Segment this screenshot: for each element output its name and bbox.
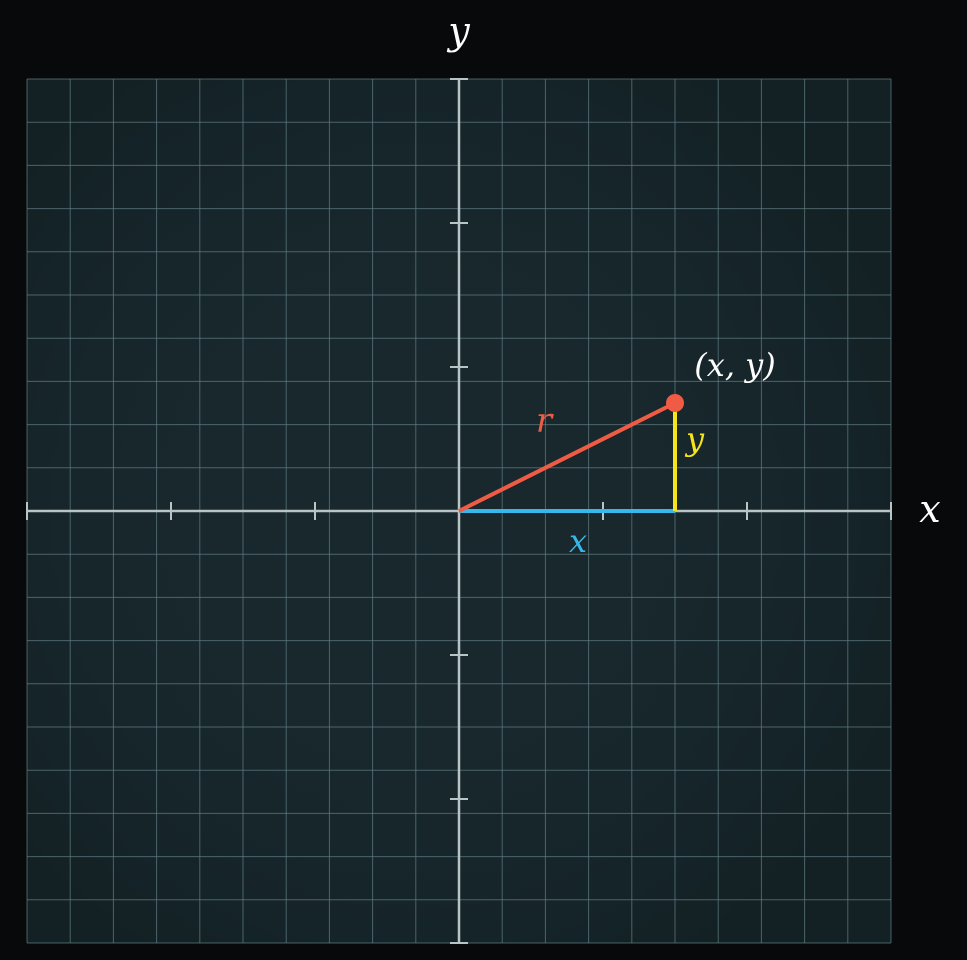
radius-segment [458,401,676,513]
point-marker [666,394,684,412]
point-label: (x, y) [694,346,775,384]
vertical-leg-label: y [684,420,705,458]
radius-label: r [536,401,554,441]
horizontal-leg-label: x [569,522,587,560]
x-axis-label: x [919,487,940,531]
y-axis-label: y [446,9,470,53]
